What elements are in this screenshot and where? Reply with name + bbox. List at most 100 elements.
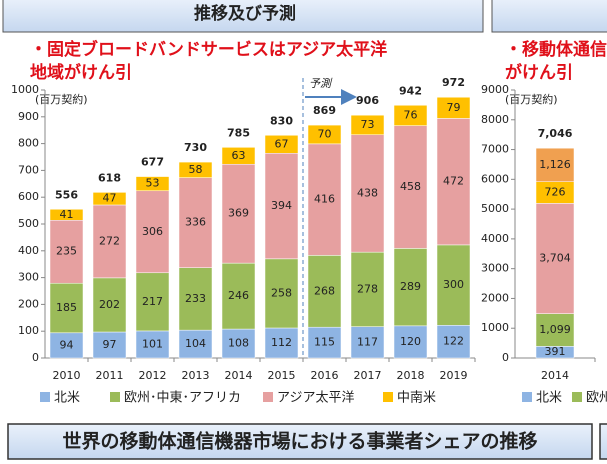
value-label: 117 [357,335,378,348]
value-label: 438 [357,186,378,199]
value-label: 112 [271,336,292,349]
y-tick-label: 1000 [481,321,509,334]
y-tick-label: 5000 [481,202,509,215]
value-label: 258 [271,286,292,299]
bar-segment [393,105,428,126]
bar-segment [393,248,428,327]
value-label: 369 [228,207,249,220]
bar-segment [264,327,299,359]
bar-segment [307,326,342,359]
x-tick-label: 2015 [268,369,296,382]
total-label: 677 [141,156,164,169]
legend-label: 北米 [54,391,80,406]
forecast-label: 予測 [309,77,333,90]
value-label: 1,126 [539,158,571,171]
value-label: 58 [189,163,203,176]
value-label: 41 [60,208,74,221]
value-label: 726 [545,186,566,199]
headline: がけん引 [505,62,573,83]
y-tick-label: 3000 [481,262,509,275]
y-axis-label: (百万契約) [505,92,558,106]
total-label: 785 [227,126,250,139]
value-label: 278 [357,282,378,295]
headline: ・固定ブロードバンドサービスはアジア太平洋 [30,39,387,60]
bar-segment [350,114,385,136]
value-label: 306 [142,225,163,238]
x-tick-label: 2012 [139,369,167,382]
bar-segment [535,203,575,314]
bar-segment [535,147,575,182]
bar-segment [535,313,575,347]
total-label: 7,046 [538,127,573,140]
bar-segment [264,258,299,329]
y-tick-label: 800 [18,137,39,150]
bar-segment [436,96,471,119]
value-label: 79 [447,101,461,114]
y-tick-label: 1000 [11,83,39,96]
bar-segment [307,143,342,256]
bar-segment [350,134,385,253]
y-tick-label: 8000 [481,113,509,126]
bar-segment [135,330,170,359]
header-box [491,0,607,33]
value-label: 73 [361,118,375,131]
total-label: 906 [356,94,379,107]
bar-segment [350,326,385,359]
value-label: 300 [443,278,464,291]
bar-segment [221,328,256,359]
value-label: 185 [56,301,77,314]
value-label: 268 [314,284,335,297]
value-label: 3,704 [539,251,571,264]
y-tick-label: 600 [18,190,39,203]
y-tick-label: 2000 [481,291,509,304]
y-tick-label: 9000 [481,83,509,96]
bar-segment [350,251,385,327]
value-label: 235 [56,245,77,258]
value-label: 1,099 [539,323,571,336]
header-title: 推移及び予測 [194,3,296,24]
value-label: 458 [400,180,421,193]
value-label: 202 [99,298,120,311]
value-label: 101 [142,337,163,350]
bar-segment [307,124,342,145]
x-tick-label: 2016 [311,369,339,382]
legend-swatch [40,392,50,402]
x-tick-label: 2014 [225,369,253,382]
bar-segment [135,190,170,274]
y-tick-label: 7000 [481,143,509,156]
legend-label: 欧州･中東･アフリカ [586,390,607,406]
legend-swatch [263,392,273,402]
bar-segment [135,176,170,192]
legend-swatch [110,392,120,402]
x-tick-label: 2019 [440,369,468,382]
total-label: 830 [270,114,293,127]
x-tick-label: 2011 [96,369,124,382]
legend-swatch [522,392,532,402]
value-label: 122 [443,335,464,348]
value-label: 76 [404,108,418,121]
y-tick-label: 100 [18,324,39,337]
x-tick-label: 2010 [53,369,81,382]
bar-segment [307,255,342,328]
legend-label: アジア太平洋 [277,391,354,406]
value-label: 47 [103,192,117,205]
x-tick-label: 2014 [541,369,569,382]
y-tick-label: 4000 [481,232,509,245]
value-label: 70 [318,127,332,140]
value-label: 217 [142,295,163,308]
bar-segment [178,329,213,359]
bar-segment [221,163,256,264]
bar-segment [264,152,299,260]
bar-segment [178,161,213,178]
bar-segment [92,331,127,359]
value-label: 63 [232,149,246,162]
bar-segment [135,272,170,332]
bar-segment [178,267,213,331]
value-label: 53 [146,177,160,190]
value-label: 289 [400,280,421,293]
footer-title: 世界の移動体通信機器市場における事業者シェアの推移 [62,430,537,453]
total-label: 618 [98,171,121,184]
y-axis-label: (百万契約) [35,92,88,106]
legend-swatch [383,392,393,402]
